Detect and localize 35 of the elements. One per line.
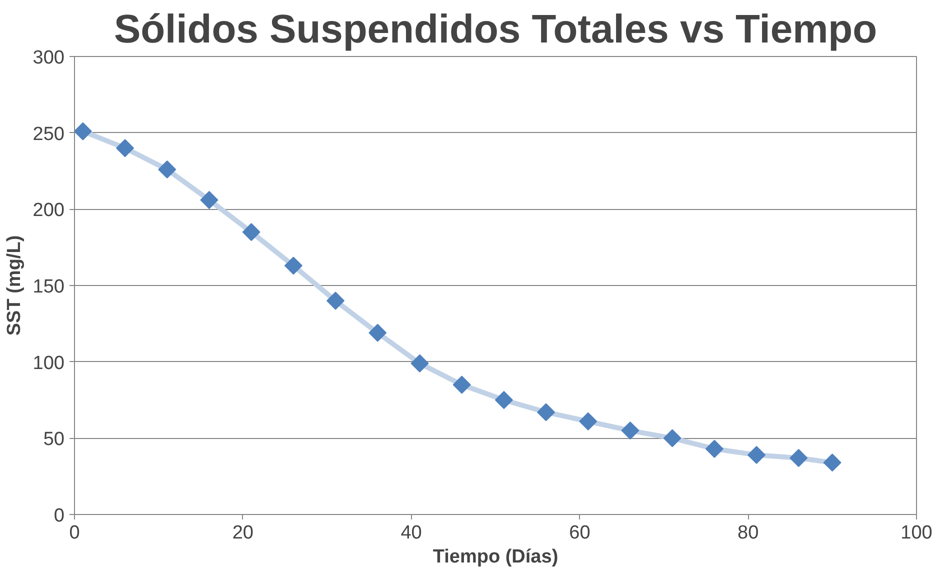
x-tick-label: 20 — [232, 522, 254, 544]
point — [368, 324, 387, 342]
point — [326, 292, 345, 310]
y-tick-label: 0 — [54, 506, 65, 526]
y-tick-label: 300 — [32, 48, 64, 68]
y-tick-label: 100 — [32, 352, 64, 374]
point — [790, 449, 808, 467]
point — [494, 391, 513, 409]
x-tick-label: 40 — [400, 522, 422, 544]
point — [284, 256, 302, 275]
y-tick-label: 150 — [32, 276, 64, 298]
point — [705, 440, 724, 458]
y-tick-label: 250 — [32, 124, 64, 145]
point — [200, 191, 218, 209]
point — [621, 422, 640, 440]
point — [242, 223, 260, 242]
point — [452, 376, 471, 394]
chart-title: Sólidos Suspendidos Totales vs Tiempo — [114, 8, 878, 52]
point — [116, 139, 134, 158]
x-tick-label: 80 — [738, 522, 759, 544]
y-tick-label: 50 — [43, 429, 65, 450]
point — [823, 454, 842, 472]
point — [74, 122, 92, 140]
point — [537, 403, 556, 422]
point — [410, 354, 429, 372]
y-axis-title: SST (mg/L) — [4, 235, 25, 336]
y-tick-label: 200 — [32, 200, 64, 222]
point — [663, 429, 682, 448]
x-axis-title: Tiempo (Días) — [432, 546, 558, 568]
point — [579, 412, 598, 430]
x-tick-label: 60 — [569, 522, 590, 544]
point — [158, 160, 176, 178]
x-tick-label: 0 — [69, 522, 80, 544]
point — [748, 446, 766, 464]
x-tick-label: 100 — [900, 522, 932, 544]
